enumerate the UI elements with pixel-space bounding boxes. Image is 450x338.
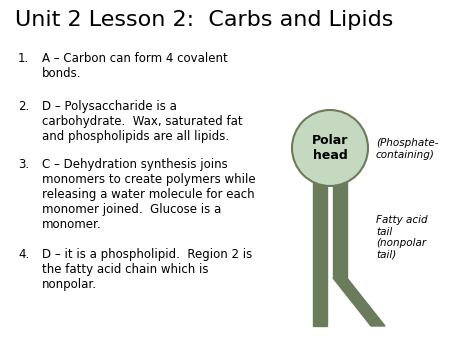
Bar (333, 182, 347, 278)
Polygon shape (333, 278, 385, 326)
Text: Unit 2 Lesson 2:  Carbs and Lipids: Unit 2 Lesson 2: Carbs and Lipids (15, 10, 393, 30)
Text: Polar
head: Polar head (312, 134, 348, 162)
Text: Fatty acid
tail
(nonpolar
tail): Fatty acid tail (nonpolar tail) (376, 215, 428, 260)
Bar (313, 182, 327, 326)
Text: 2.: 2. (18, 100, 29, 113)
Text: 4.: 4. (18, 248, 29, 261)
Text: 3.: 3. (18, 158, 29, 171)
Text: (Phosphate-
containing): (Phosphate- containing) (376, 138, 438, 160)
Text: A – Carbon can form 4 covalent
bonds.: A – Carbon can form 4 covalent bonds. (42, 52, 228, 80)
Text: 1.: 1. (18, 52, 29, 65)
Circle shape (292, 110, 368, 186)
Text: C – Dehydration synthesis joins
monomers to create polymers while
releasing a wa: C – Dehydration synthesis joins monomers… (42, 158, 256, 231)
Text: D – Polysaccharide is a
carbohydrate.  Wax, saturated fat
and phospholipids are : D – Polysaccharide is a carbohydrate. Wa… (42, 100, 243, 143)
Text: D – it is a phospholipid.  Region 2 is
the fatty acid chain which is
nonpolar.: D – it is a phospholipid. Region 2 is th… (42, 248, 252, 291)
